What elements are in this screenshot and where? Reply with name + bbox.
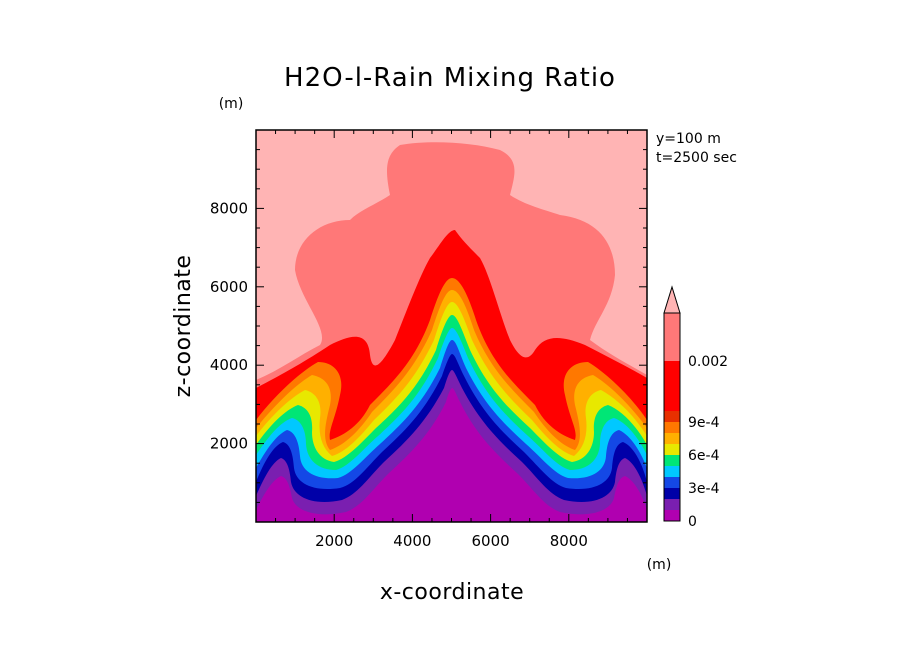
- colorbar-band: [664, 488, 680, 499]
- colorbar-band: [664, 455, 680, 466]
- colorbar-band: [664, 510, 680, 521]
- annotation-y: y=100 m: [656, 131, 721, 147]
- colorbar-frame: [663, 312, 681, 522]
- x-tick-label: 4000: [393, 532, 431, 550]
- y-axis-title: z-coordinate: [171, 255, 196, 398]
- annotation-time: t=2500 sec: [656, 150, 737, 166]
- y-tick-label: 6000: [210, 278, 248, 296]
- x-tick-label: 8000: [550, 532, 588, 550]
- y-tick-label: 4000: [210, 356, 248, 374]
- colorbar-band: [664, 499, 680, 510]
- plot-area: [255, 129, 648, 523]
- y-axis: 2000 4000 6000 8000: [210, 149, 647, 503]
- z-unit-label: (m): [219, 96, 244, 112]
- x-axis: 2000 4000 6000 8000: [275, 130, 628, 550]
- colorbar-label: 9e-4: [688, 415, 720, 431]
- x-unit-label: (m): [647, 557, 672, 573]
- colorbar-band: [664, 411, 680, 422]
- colorbar-band: [664, 466, 680, 477]
- region-0-0.0001: [256, 388, 647, 522]
- x-tick-label: 6000: [472, 532, 510, 550]
- colorbar-band: [664, 444, 680, 455]
- colorbar-label: 6e-4: [688, 448, 720, 464]
- colorbar-label: 0.002: [688, 354, 728, 370]
- colorbar-band: [664, 361, 680, 411]
- y-tick-label: 2000: [210, 435, 248, 453]
- colorbar: 0 3e-4 6e-4 9e-4 0.002: [663, 285, 728, 530]
- x-axis-title: x-coordinate: [380, 580, 524, 605]
- x-tick-label: 2000: [315, 532, 353, 550]
- colorbar-band: [664, 477, 680, 488]
- colorbar-band: [664, 313, 680, 361]
- colorbar-band: [664, 422, 680, 433]
- y-tick-label: 8000: [210, 199, 248, 217]
- chart-title: H2O-l-Rain Mixing Ratio: [284, 63, 616, 93]
- colorbar-band: [664, 433, 680, 444]
- colorbar-label: 0: [688, 514, 697, 530]
- colorbar-label: 3e-4: [688, 481, 720, 497]
- colorbar-extension: [663, 285, 681, 314]
